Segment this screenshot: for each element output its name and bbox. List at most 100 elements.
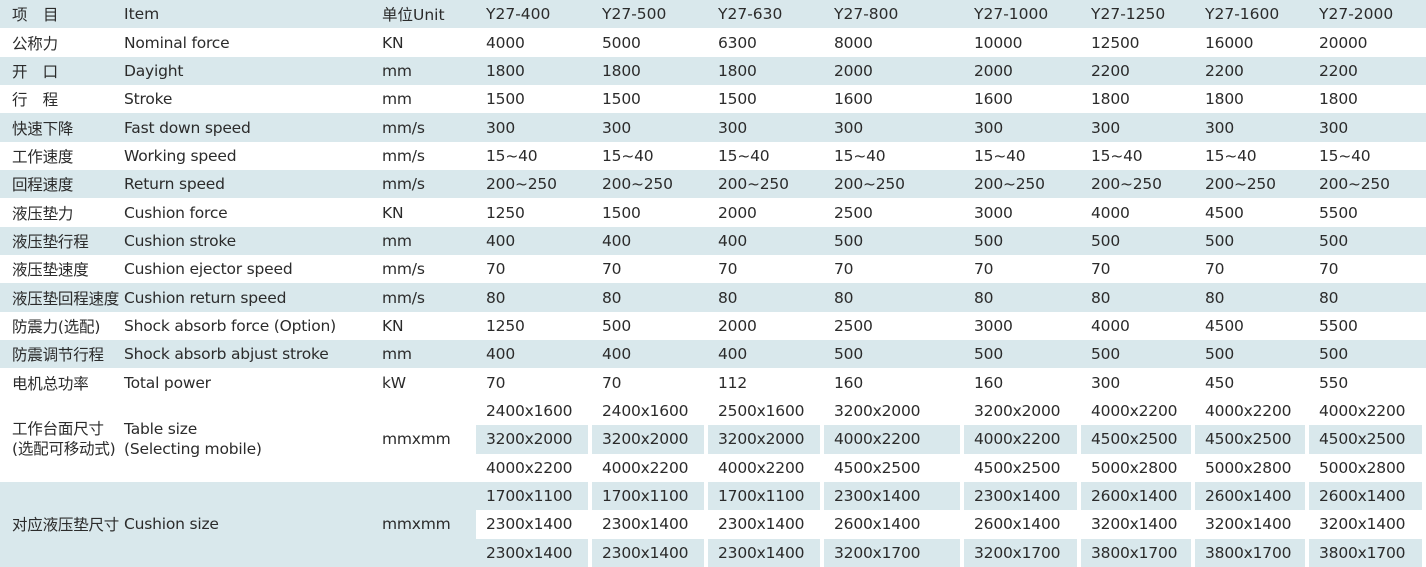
value-cell: 1500 <box>718 90 757 109</box>
value-cell: 20000 <box>1319 33 1368 52</box>
row-label-en: Stroke <box>124 90 173 109</box>
value-cell: 1500 <box>602 90 641 109</box>
value-cell: 15~40 <box>974 146 1026 165</box>
value-cell: 500 <box>1195 226 1309 256</box>
table-size-value: 3200x2000 <box>476 425 592 454</box>
cushion-size-value: 2600x1400 <box>1081 481 1195 511</box>
value-cell: 1250 <box>486 203 525 222</box>
row-label-cn: 液压垫力 <box>12 204 74 223</box>
row-unit: mm <box>370 340 476 369</box>
cushion-size-value: 2300x1400 <box>592 538 708 567</box>
value-cell: 1800 <box>1091 90 1130 109</box>
value-cell: 3000 <box>974 316 1013 335</box>
value-cell: 15~40 <box>1091 146 1143 165</box>
row-label-cn: 电机总功率 <box>12 374 89 393</box>
row-unit: mm/s <box>382 260 425 279</box>
cushion-size-unit: mmxmm <box>370 481 476 567</box>
table-size-value: 5000x2800 <box>1081 453 1195 482</box>
row-unit: KN <box>382 203 404 222</box>
table-size-value: 4000x2200 <box>592 453 708 482</box>
value-cell: 300 <box>824 113 964 142</box>
table-row: 液压垫行程 Cushion stroke mm 400 400 400 500 500 500 5… <box>0 226 1426 256</box>
header-en: Item <box>122 0 370 29</box>
value-cell: 3000 <box>974 203 1013 222</box>
row-unit: kW <box>382 373 406 392</box>
header-unit: 单位Unit <box>370 0 476 29</box>
value-cell: 2500 <box>834 203 873 222</box>
value-cell: 70 <box>974 260 994 279</box>
table-size-value: 3200x2000 <box>824 396 964 426</box>
value-cell: 550 <box>1319 373 1348 392</box>
value-cell: 4000 <box>1091 316 1130 335</box>
value-cell: 4500 <box>1205 316 1244 335</box>
table-size-cn-line2: (选配可移动式) <box>12 440 116 459</box>
value-cell: 80 <box>476 283 592 312</box>
value-cell: 160 <box>834 373 863 392</box>
table-size-value: 3200x2000 <box>592 425 708 454</box>
value-cell: 200~250 <box>824 170 964 199</box>
header-model: Y27-400 <box>476 0 592 29</box>
table-size-value: 4500x2500 <box>964 453 1081 482</box>
value-cell: 2000 <box>718 203 757 222</box>
value-cell: 1800 <box>592 56 708 86</box>
value-cell: 8000 <box>834 33 873 52</box>
row-unit: mm <box>370 226 476 256</box>
value-cell: 300 <box>1081 113 1195 142</box>
value-cell: 80 <box>964 283 1081 312</box>
table-size-value: 4000x2200 <box>708 453 824 482</box>
header-model: Y27-1000 <box>964 0 1081 29</box>
header-model: Y27-2000 <box>1309 0 1426 29</box>
table-size-row: 工作台面尺寸 (选配可移动式) Table size (Selecting mobil… <box>0 396 1426 482</box>
header-model: Y27-800 <box>824 0 964 29</box>
value-cell: 2200 <box>1309 56 1426 86</box>
value-cell: 2200 <box>1081 56 1195 86</box>
cushion-size-row: 2300x1400 2300x1400 2300x1400 3200x1700 3200… <box>0 538 1426 567</box>
value-cell: 70 <box>834 260 854 279</box>
table-size-value: 2500x1600 <box>708 396 824 426</box>
value-cell: 70 <box>1319 260 1339 279</box>
cushion-size-label-en: Cushion size <box>122 481 370 567</box>
value-cell: 10000 <box>974 33 1023 52</box>
cushion-size-value: 2300x1400 <box>476 538 592 567</box>
value-cell: 300 <box>708 113 824 142</box>
value-cell: 4000 <box>1091 203 1130 222</box>
cushion-size-value: 2300x1400 <box>964 481 1081 511</box>
value-cell: 1800 <box>476 56 592 86</box>
cushion-size-value: 3200x1700 <box>824 538 964 567</box>
row-label-cn: 工作速度 <box>12 147 74 166</box>
value-cell: 6300 <box>718 33 757 52</box>
row-label-en: Cushion stroke <box>122 226 370 256</box>
table-size-value: 5000x2800 <box>1309 453 1426 482</box>
table-size-value: 2400x1600 <box>476 396 592 426</box>
cushion-size-row: 对应液压垫尺寸 Cushion size mmxmm 1700x1100 1700x11… <box>0 481 1426 567</box>
value-cell: 80 <box>824 283 964 312</box>
value-cell: 80 <box>1195 283 1309 312</box>
value-cell: 1250 <box>486 316 525 335</box>
value-cell: 500 <box>1309 340 1426 369</box>
row-unit: KN <box>382 33 404 52</box>
value-cell: 500 <box>824 340 964 369</box>
row-unit: KN <box>382 316 404 335</box>
header-model: Y27-630 <box>708 0 824 29</box>
row-label-cn: 防震力(选配) <box>12 317 101 336</box>
value-cell: 1500 <box>602 203 641 222</box>
row-label-en: Cushion return speed <box>122 283 370 312</box>
header-model: Y27-1250 <box>1081 0 1195 29</box>
table-header: 项 目 Item 单位Unit Y27-400 Y27-500 Y27-630 … <box>0 0 1426 29</box>
value-cell: 300 <box>592 113 708 142</box>
table-row: 开 口 Dayight mm 1800 1800 1800 2000 2000 2200 2200… <box>0 56 1426 86</box>
row-label-cn: 公称力 <box>12 34 58 53</box>
table-row: 电机总功率 Total power kW 70 70 112 160 160 300 450 550 <box>0 368 1426 396</box>
table-size-value: 3200x2000 <box>708 425 824 454</box>
value-cell: 200~250 <box>964 170 1081 199</box>
value-cell: 500 <box>964 340 1081 369</box>
value-cell: 400 <box>476 226 592 256</box>
value-cell: 80 <box>1081 283 1195 312</box>
value-cell: 500 <box>1309 226 1426 256</box>
value-cell: 500 <box>1195 340 1309 369</box>
value-cell: 300 <box>1091 373 1120 392</box>
value-cell: 1600 <box>834 90 873 109</box>
table-size-value: 4000x2200 <box>1309 396 1426 426</box>
value-cell: 1600 <box>974 90 1013 109</box>
row-label-cn: 开 口 <box>0 56 122 86</box>
